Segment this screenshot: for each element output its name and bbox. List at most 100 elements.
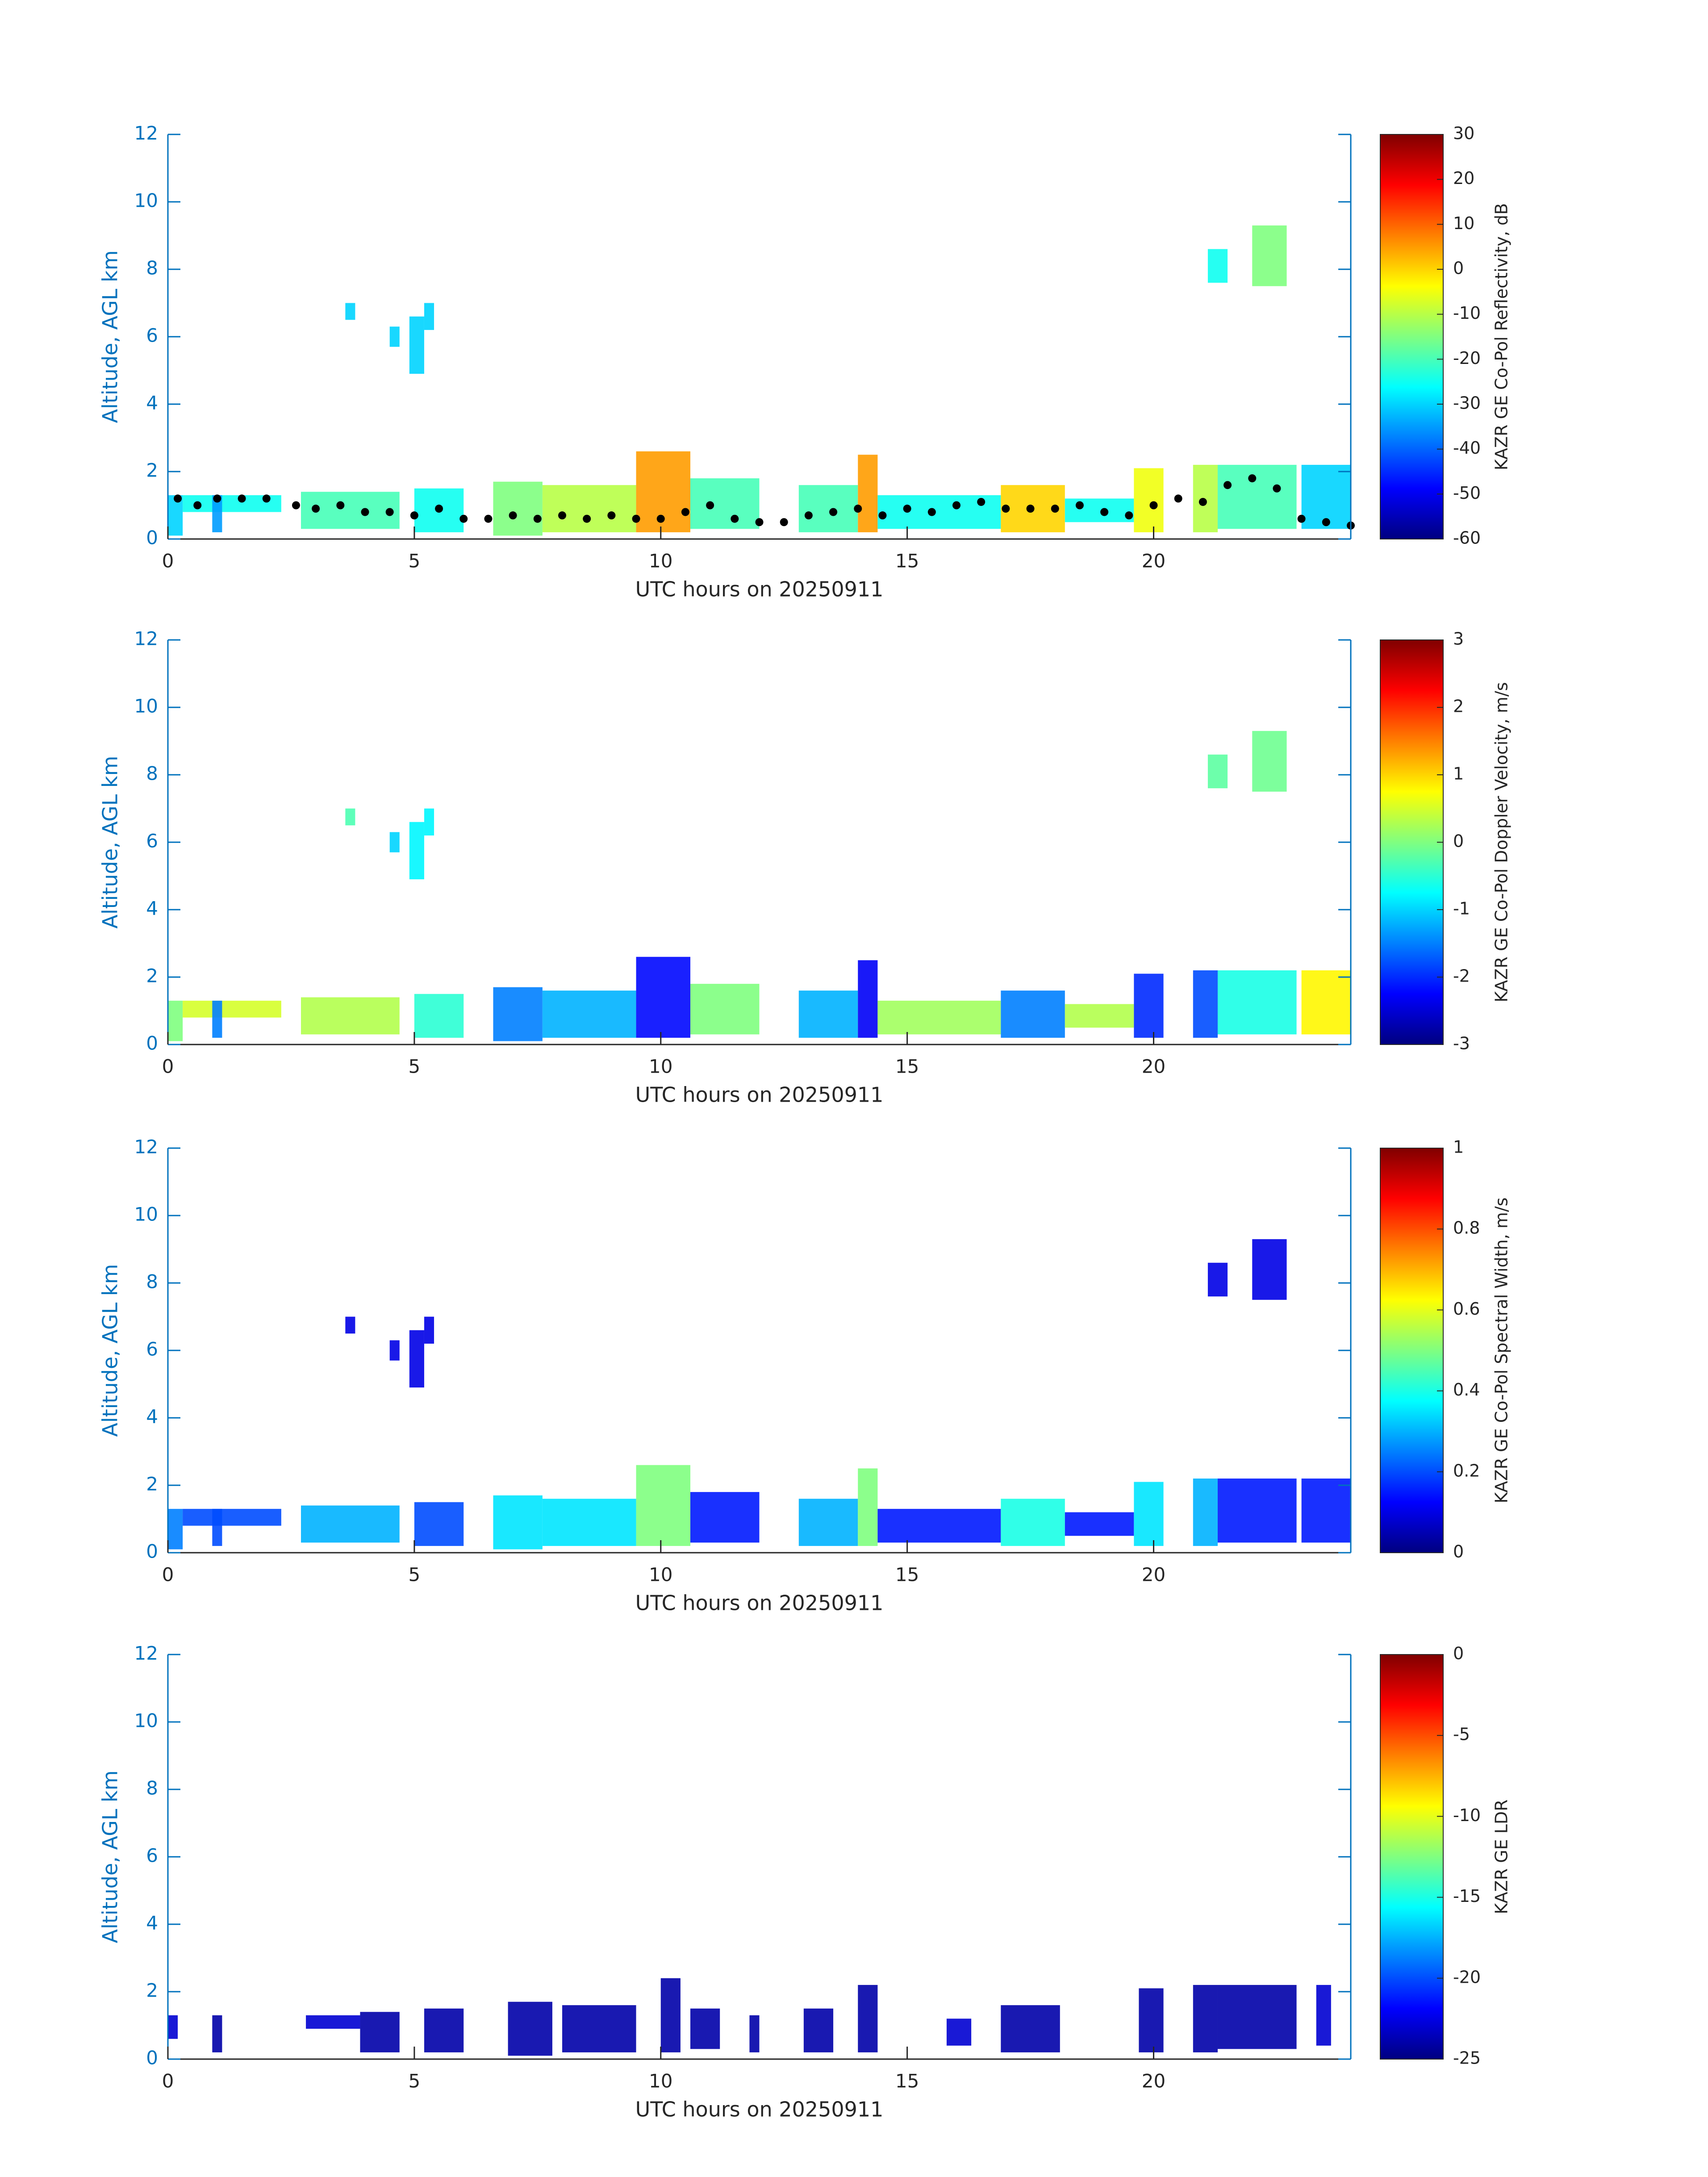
- echo-patch: [360, 2012, 400, 2052]
- x-tick-label: 20: [1142, 550, 1165, 572]
- cloud-base-point: [731, 514, 739, 523]
- echo-patch: [1252, 1239, 1287, 1300]
- x-tick-label: 15: [895, 2070, 919, 2092]
- echo-patch: [424, 2008, 464, 2052]
- colorbar-label: KAZR GE Co-Pol Spectral Width, m/s: [1492, 1197, 1512, 1503]
- colorbar-tick-label: -40: [1453, 438, 1481, 458]
- colorbar-tick-label: 0.2: [1453, 1461, 1480, 1480]
- echo-patch: [212, 495, 222, 532]
- x-tick-label: 20: [1142, 1564, 1165, 1586]
- y-tick-label: 8: [146, 257, 158, 279]
- colorbar-tick-label: -25: [1453, 2048, 1481, 2068]
- echo-patch: [798, 1499, 858, 1546]
- cloud-base-point: [410, 511, 418, 520]
- echo-patch: [183, 1508, 281, 1526]
- cloud-base-point: [1248, 474, 1257, 483]
- echo-patch: [345, 303, 355, 320]
- colorbar-tick-label: -30: [1453, 393, 1481, 413]
- x-axis-label: UTC hours on 20250911: [635, 2098, 884, 2122]
- colorbar-tick-label: 0.8: [1453, 1218, 1480, 1238]
- x-axis-label: UTC hours on 20250911: [635, 577, 884, 602]
- cloud-base-point: [385, 508, 394, 516]
- echo-patch: [508, 2002, 552, 2056]
- y-tick-label: 4: [146, 1912, 158, 1934]
- echo-patch: [858, 1468, 878, 1546]
- echo-patch: [1301, 1478, 1351, 1543]
- echo-patch: [493, 1495, 543, 1550]
- x-tick-label: 0: [162, 1056, 174, 1078]
- cloud-base-point: [1026, 505, 1035, 513]
- x-tick-label: 20: [1142, 1056, 1165, 1078]
- y-tick-label: 4: [146, 1406, 158, 1428]
- colorbar-tick-label: -20: [1453, 1967, 1481, 1987]
- cloud-base-point: [1149, 501, 1158, 510]
- echo-patch: [345, 1316, 355, 1334]
- x-tick-label: 0: [162, 1564, 174, 1586]
- echo-patch: [212, 1000, 222, 1038]
- cloud-base-point: [583, 514, 591, 523]
- y-tick-label: 2: [146, 1980, 158, 2002]
- echo-patch: [168, 495, 183, 536]
- colorbar-label: KAZR GE LDR: [1492, 1799, 1512, 1914]
- echo-patch: [690, 1492, 760, 1543]
- colorbar-tick-label: 2: [1453, 697, 1464, 716]
- x-tick-label: 10: [649, 1564, 672, 1586]
- cloud-base-point: [509, 511, 517, 520]
- echo-patch: [1217, 1985, 1297, 2049]
- echo-patch: [1001, 2005, 1060, 2052]
- colorbar-tick-label: 0: [1453, 832, 1464, 851]
- y-tick-label: 4: [146, 392, 158, 414]
- echo-patch: [798, 485, 858, 532]
- echo-patch: [1252, 225, 1287, 286]
- echo-patch: [1316, 1985, 1331, 2046]
- cloud-base-point: [1002, 505, 1010, 513]
- y-tick-label: 0: [146, 1541, 158, 1563]
- echo-patch: [389, 832, 400, 852]
- cloud-base-point: [213, 494, 221, 503]
- x-tick-label: 10: [649, 1056, 672, 1078]
- y-tick-label: 10: [134, 1710, 158, 1732]
- echo-patch: [1001, 990, 1065, 1038]
- cloud-base-point: [292, 501, 300, 510]
- echo-patch: [542, 990, 636, 1038]
- cloud-base-point: [1297, 514, 1306, 523]
- echo-patch: [301, 1505, 400, 1543]
- colorbar: [1380, 1148, 1444, 1553]
- echo-patch: [690, 984, 760, 1035]
- colorbar-tick-label: 1: [1453, 1137, 1464, 1157]
- x-tick-label: 15: [895, 550, 919, 572]
- colorbar-tick-label: 0: [1453, 1644, 1464, 1663]
- cloud-base-point: [1125, 511, 1133, 520]
- colorbar-tick-label: -15: [1453, 1886, 1481, 1906]
- echo-patch: [389, 1340, 400, 1361]
- echo-patch: [168, 2015, 178, 2039]
- echo-patch: [858, 960, 878, 1038]
- cloud-base-point: [1273, 484, 1281, 493]
- colorbar-tick-label: 0: [1453, 259, 1464, 278]
- echo-patch: [1001, 1499, 1065, 1546]
- colorbar-tick-label: 1: [1453, 764, 1464, 784]
- colorbar-tick-label: 0.4: [1453, 1380, 1480, 1400]
- colorbar-tick-label: -5: [1453, 1725, 1470, 1744]
- cloud-base-point: [977, 497, 986, 506]
- cloud-base-point: [656, 514, 665, 523]
- echo-patch: [424, 303, 434, 330]
- y-axis-label: Altitude, AGL km: [98, 1264, 122, 1437]
- cloud-base-point: [1199, 497, 1207, 506]
- echo-patch: [1252, 731, 1287, 792]
- echo-patch: [749, 2015, 760, 2052]
- cloud-base-point: [558, 511, 566, 520]
- y-tick-label: 4: [146, 898, 158, 919]
- y-tick-label: 12: [134, 1642, 158, 1664]
- echo-patch: [1217, 464, 1297, 529]
- colorbar-tick-label: 20: [1453, 168, 1474, 188]
- echo-patch: [1134, 468, 1164, 532]
- y-tick-label: 0: [146, 2047, 158, 2069]
- x-tick-label: 15: [895, 1564, 919, 1586]
- cloud-base-point: [681, 508, 689, 516]
- cloud-base-point: [484, 514, 493, 523]
- x-tick-label: 20: [1142, 2070, 1165, 2092]
- y-tick-label: 6: [146, 1338, 158, 1360]
